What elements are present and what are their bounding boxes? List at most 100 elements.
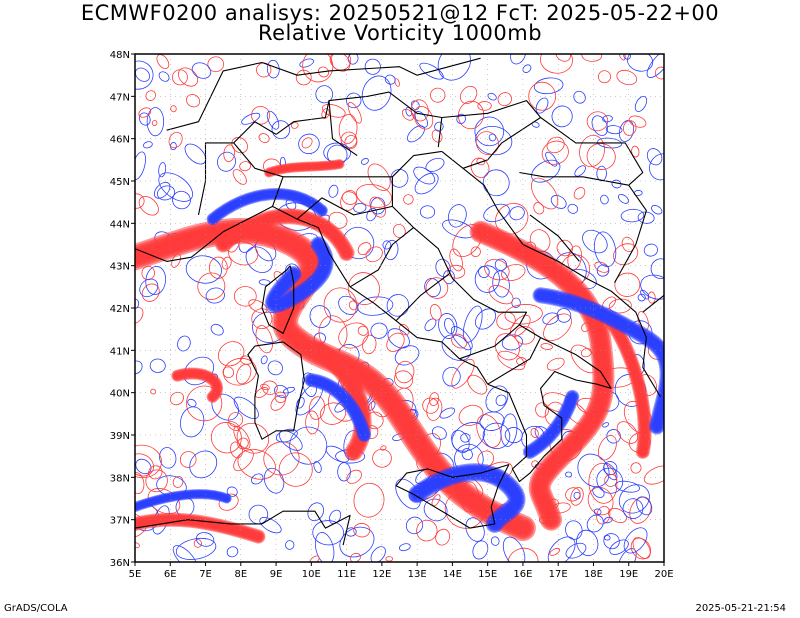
contour-line xyxy=(594,261,610,273)
contour-line xyxy=(593,508,602,516)
contour-line xyxy=(168,131,183,149)
contour-line xyxy=(266,59,280,79)
contour-line xyxy=(370,197,386,215)
contour-line xyxy=(546,357,565,371)
contour-line xyxy=(594,231,617,268)
contour-line xyxy=(138,196,159,216)
contour-line xyxy=(305,410,320,435)
contour-line xyxy=(423,498,448,522)
contour-line xyxy=(597,70,611,84)
contour-line xyxy=(315,85,334,104)
lon-tick-label: 11E xyxy=(337,569,356,580)
contour-line xyxy=(135,151,146,180)
contour-line xyxy=(233,286,257,307)
contour-line xyxy=(156,185,176,201)
contour-line xyxy=(135,193,145,209)
contour-line xyxy=(429,304,442,321)
contour-line xyxy=(369,196,386,218)
contour-line xyxy=(606,429,621,444)
lon-tick-label: 8E xyxy=(234,569,247,580)
contour-line xyxy=(245,246,273,273)
contour-line xyxy=(640,289,650,300)
contour-line xyxy=(477,101,492,111)
contour-line xyxy=(217,341,245,367)
contour-line xyxy=(357,242,372,256)
contour-line xyxy=(259,517,282,534)
contour-line xyxy=(488,285,514,305)
contour-line xyxy=(223,357,257,386)
contour-line xyxy=(186,385,223,422)
contour-line xyxy=(263,441,300,476)
contour-line xyxy=(169,391,184,406)
contour-line xyxy=(597,435,617,461)
contour-line xyxy=(467,374,488,395)
contour-line xyxy=(172,190,191,210)
contour-line xyxy=(364,58,381,75)
contour-line xyxy=(239,161,252,172)
contour-line xyxy=(618,54,626,61)
contour-line xyxy=(533,202,545,215)
contour-line xyxy=(579,134,605,168)
contour-line xyxy=(260,355,268,365)
contour-line xyxy=(151,120,158,127)
contour-line xyxy=(447,204,467,228)
lat-tick-label: 39N xyxy=(110,431,130,442)
contour-line xyxy=(630,462,642,474)
contour-line xyxy=(576,529,599,557)
contour-line xyxy=(263,467,285,494)
contour-line xyxy=(507,547,539,562)
contour-line xyxy=(531,159,561,183)
contour-line xyxy=(384,74,396,85)
contour-line xyxy=(355,183,392,208)
contour-line xyxy=(347,54,359,65)
lon-tick-label: 15E xyxy=(478,569,497,580)
map-title: ECMWF0200 analisys: 20250521@12 FcT: 202… xyxy=(80,1,720,25)
coastline-segment xyxy=(519,171,629,186)
contour-line xyxy=(490,536,500,546)
contour-line xyxy=(135,360,143,375)
vorticity-band xyxy=(315,347,366,455)
contour-line xyxy=(494,258,507,271)
lat-tick-label: 40N xyxy=(110,389,130,400)
contour-line xyxy=(623,120,637,136)
contour-line xyxy=(511,297,521,308)
coastline-segment xyxy=(247,341,305,440)
contour-line xyxy=(309,555,320,562)
contour-line xyxy=(621,236,635,253)
contour-line xyxy=(360,158,369,165)
latitude-axis: 36N 37N 38N 39N 40N 41N 42N 43N 44N 45N 46N 47N 48N xyxy=(110,50,135,569)
lon-tick-label: 5E xyxy=(129,569,142,580)
contour-line xyxy=(405,516,424,535)
lat-tick-label: 46N xyxy=(110,135,130,146)
lon-tick-label: 20E xyxy=(654,569,673,580)
contour-line xyxy=(587,486,614,516)
contour-line xyxy=(613,243,639,266)
contour-line xyxy=(251,308,273,330)
contour-line xyxy=(531,121,540,128)
contour-line xyxy=(195,532,215,547)
contour-line xyxy=(442,366,461,387)
contour-line xyxy=(586,143,616,170)
contour-line xyxy=(230,441,243,459)
contour-line xyxy=(237,437,249,450)
contour-line xyxy=(516,357,527,366)
contour-line xyxy=(550,195,567,209)
contour-line xyxy=(592,486,605,498)
contour-line xyxy=(618,120,635,142)
contour-line xyxy=(135,542,140,549)
contour-line xyxy=(241,112,261,125)
contour-line xyxy=(380,445,387,451)
contour-line xyxy=(451,422,486,452)
contour-line xyxy=(422,397,439,414)
coastline-segment xyxy=(135,231,224,262)
contour-line xyxy=(387,328,410,349)
contour-line xyxy=(646,148,663,166)
contour-line xyxy=(180,406,205,438)
coastline-segment xyxy=(487,337,542,385)
contour-line xyxy=(496,311,516,330)
contour-line xyxy=(542,312,560,325)
contour-line xyxy=(398,543,411,552)
contour-line xyxy=(614,272,641,297)
contour-line xyxy=(135,67,151,82)
